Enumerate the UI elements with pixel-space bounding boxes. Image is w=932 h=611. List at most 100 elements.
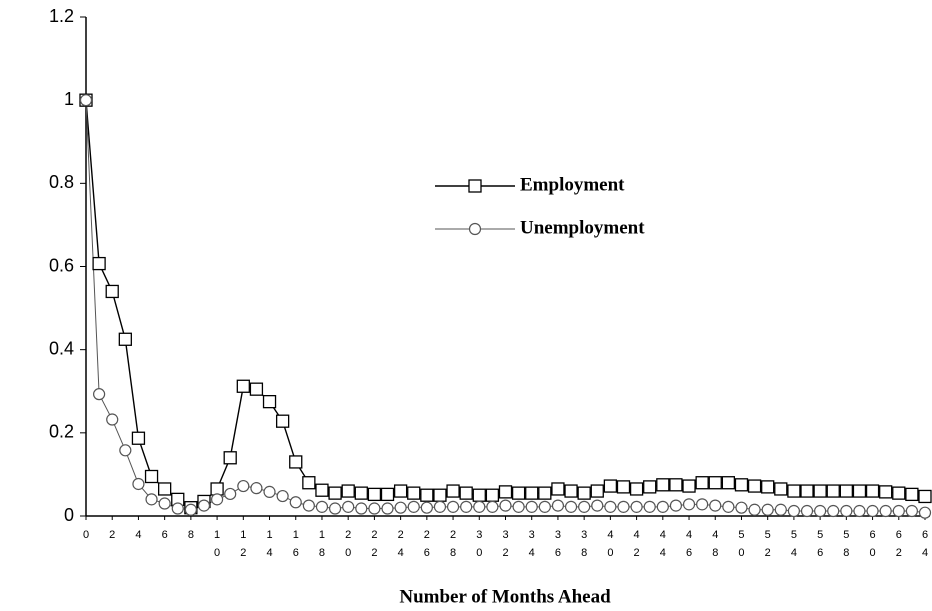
data-point — [380, 487, 395, 502]
data-point — [393, 484, 408, 498]
data-point — [328, 502, 342, 515]
data-point — [617, 500, 630, 513]
data-point — [826, 484, 840, 498]
data-point — [171, 502, 184, 515]
data-point — [106, 413, 119, 426]
data-point — [250, 482, 263, 495]
data-point — [866, 504, 879, 518]
data-point — [656, 500, 669, 513]
data-point — [512, 500, 525, 513]
data-point — [918, 489, 932, 504]
data-point — [289, 496, 302, 509]
data-point — [433, 500, 447, 513]
data-point — [695, 476, 709, 490]
data-point — [355, 502, 368, 515]
data-point — [879, 485, 893, 499]
data-point — [918, 506, 932, 519]
data-point — [486, 500, 499, 513]
data-point — [551, 499, 565, 512]
data-point — [669, 478, 683, 492]
data-point — [210, 482, 224, 496]
y-tick-label: 0.8 — [49, 172, 74, 192]
data-point — [367, 487, 382, 502]
x-tick-label: 0 — [83, 529, 89, 541]
data-point — [249, 382, 264, 396]
data-point — [892, 486, 906, 500]
data-point — [459, 486, 473, 500]
x-axis-label: Number of Months Ahead — [399, 586, 611, 607]
series-line — [85, 100, 926, 509]
data-point — [879, 504, 892, 518]
data-point — [551, 482, 565, 496]
data-point — [158, 497, 171, 510]
data-point — [263, 485, 276, 498]
data-point — [852, 484, 867, 498]
data-point — [511, 486, 526, 500]
data-point — [342, 500, 355, 513]
data-point — [629, 482, 644, 496]
legend-marker — [468, 179, 482, 193]
data-point — [197, 499, 211, 512]
data-point — [590, 484, 604, 498]
data-point — [669, 499, 683, 512]
data-point — [827, 504, 840, 518]
data-point — [276, 489, 289, 503]
data-point — [79, 94, 93, 107]
data-point — [119, 444, 132, 457]
data-point — [184, 503, 197, 516]
data-point — [289, 455, 303, 469]
data-point — [224, 487, 237, 501]
data-point — [381, 502, 394, 515]
data-point — [603, 479, 618, 493]
data-point — [472, 488, 486, 502]
data-point — [905, 487, 919, 502]
legend-label: Employment — [520, 174, 625, 195]
data-point — [407, 486, 421, 500]
data-point — [394, 501, 407, 514]
data-point — [865, 484, 880, 498]
data-point — [604, 500, 617, 513]
data-point — [748, 503, 761, 516]
data-point — [708, 476, 722, 490]
data-point — [92, 256, 106, 271]
data-point — [223, 451, 237, 465]
data-point — [105, 284, 119, 299]
data-point — [460, 500, 473, 513]
data-point — [499, 499, 512, 512]
data-point — [538, 500, 551, 513]
data-point — [302, 476, 316, 490]
data-point — [525, 500, 538, 513]
data-point — [853, 504, 866, 518]
data-point — [368, 502, 381, 515]
data-point — [525, 486, 539, 500]
data-point — [131, 431, 146, 445]
y-tick-label: 0.6 — [49, 255, 74, 275]
data-point — [210, 493, 224, 506]
data-point — [158, 482, 172, 496]
data-point — [118, 332, 132, 346]
data-point — [682, 498, 696, 511]
data-point — [578, 500, 591, 513]
data-point — [696, 498, 709, 511]
data-point — [800, 504, 814, 518]
data-point — [236, 379, 250, 393]
data-point — [341, 484, 355, 498]
data-point — [840, 504, 853, 518]
y-tick-label: 0.4 — [49, 338, 74, 358]
